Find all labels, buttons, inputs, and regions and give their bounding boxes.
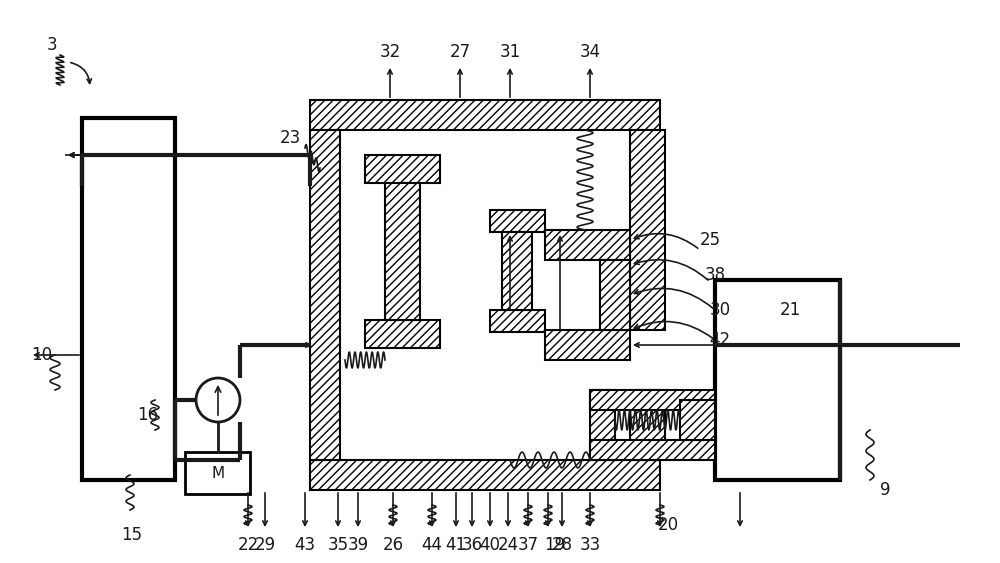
Text: 3: 3 bbox=[47, 36, 57, 54]
Text: 33: 33 bbox=[579, 536, 601, 554]
Bar bbox=[365, 320, 440, 348]
Text: 42: 42 bbox=[709, 331, 731, 349]
Text: 23: 23 bbox=[279, 129, 301, 147]
Bar bbox=[545, 230, 630, 260]
Bar bbox=[502, 232, 532, 310]
Text: 10: 10 bbox=[31, 346, 53, 364]
Text: 26: 26 bbox=[382, 536, 404, 554]
Bar bbox=[590, 390, 615, 460]
Text: 27: 27 bbox=[449, 43, 471, 61]
Bar bbox=[310, 130, 340, 460]
Text: 34: 34 bbox=[579, 43, 601, 61]
Text: M: M bbox=[211, 466, 225, 480]
Bar bbox=[490, 210, 545, 232]
Text: 31: 31 bbox=[499, 43, 521, 61]
Bar bbox=[715, 280, 840, 480]
Bar bbox=[490, 310, 545, 332]
Bar bbox=[310, 100, 660, 130]
Text: 39: 39 bbox=[347, 536, 369, 554]
Text: 32: 32 bbox=[379, 43, 401, 61]
Text: 40: 40 bbox=[480, 536, 501, 554]
Text: 24: 24 bbox=[497, 536, 519, 554]
Bar bbox=[185, 452, 250, 494]
Text: 25: 25 bbox=[699, 231, 721, 249]
Text: 19: 19 bbox=[544, 536, 566, 554]
Text: 28: 28 bbox=[551, 536, 573, 554]
Bar bbox=[310, 460, 660, 490]
Bar bbox=[680, 400, 715, 440]
Text: 15: 15 bbox=[121, 526, 143, 544]
Text: 22: 22 bbox=[237, 536, 259, 554]
Text: 29: 29 bbox=[254, 536, 276, 554]
Bar bbox=[365, 155, 440, 183]
Text: 30: 30 bbox=[709, 301, 731, 319]
Text: 9: 9 bbox=[880, 481, 890, 499]
Text: 20: 20 bbox=[657, 516, 679, 534]
Bar bbox=[590, 390, 715, 410]
Bar bbox=[385, 183, 420, 320]
Text: 36: 36 bbox=[461, 536, 483, 554]
Text: 38: 38 bbox=[704, 266, 726, 284]
Bar bbox=[600, 260, 630, 330]
Text: 41: 41 bbox=[445, 536, 467, 554]
Text: 37: 37 bbox=[517, 536, 539, 554]
Text: 43: 43 bbox=[294, 536, 316, 554]
Bar bbox=[630, 130, 665, 330]
Bar bbox=[82, 118, 175, 480]
Text: 44: 44 bbox=[422, 536, 442, 554]
Text: 16: 16 bbox=[137, 406, 159, 424]
Text: 21: 21 bbox=[779, 301, 801, 319]
Bar bbox=[630, 390, 665, 460]
Bar bbox=[590, 440, 715, 460]
Bar bbox=[545, 330, 630, 360]
Text: 35: 35 bbox=[327, 536, 349, 554]
